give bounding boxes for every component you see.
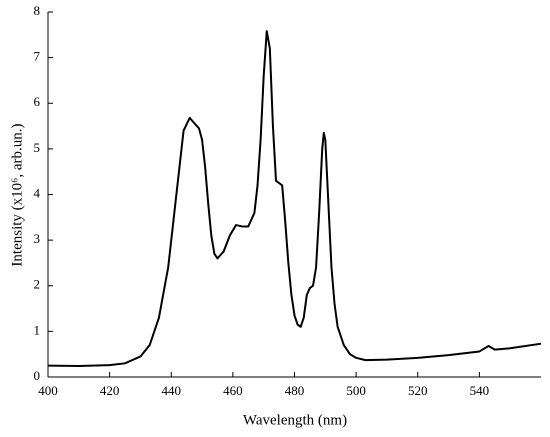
y-tick-label: 2 — [34, 277, 41, 292]
y-axis-label: Intensity (x10⁶, arb.un.) — [9, 123, 25, 266]
spectrum-line — [47, 30, 542, 368]
y-tick-label: 6 — [34, 94, 41, 109]
y-tick-label: 1 — [34, 322, 41, 337]
x-tick-label: 400 — [38, 383, 58, 398]
x-tick-label: 480 — [285, 383, 305, 398]
y-tick-label: 7 — [34, 49, 41, 64]
x-tick-label: 500 — [346, 383, 366, 398]
x-tick-label: 540 — [470, 383, 490, 398]
x-axis-label: Wavelength (nm) — [243, 412, 347, 428]
y-tick-label: 8 — [34, 3, 41, 18]
y-tick-label: 5 — [34, 140, 41, 155]
x-tick-label: 440 — [162, 383, 182, 398]
y-tick-label: 0 — [34, 368, 41, 383]
x-tick-label: 460 — [223, 383, 243, 398]
y-tick-label: 4 — [34, 185, 41, 200]
y-tick-label: 3 — [34, 231, 41, 246]
x-tick-label: 420 — [100, 383, 120, 398]
x-tick-label: 520 — [408, 383, 428, 398]
